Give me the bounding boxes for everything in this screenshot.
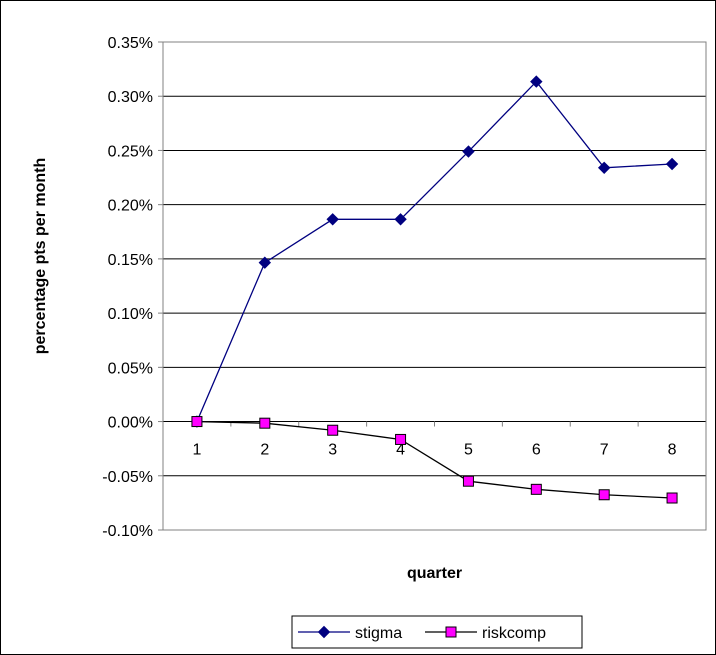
y-tick-label: 0.15% xyxy=(108,252,153,269)
data-point-stigma xyxy=(462,145,475,158)
data-point-riskcomp xyxy=(530,483,542,495)
legend-label-stigma: stigma xyxy=(355,625,402,642)
x-tick-label: 2 xyxy=(260,442,269,459)
series-lines xyxy=(196,80,673,499)
y-tick-label: 0.05% xyxy=(108,360,153,377)
legend-marker-riskcomp xyxy=(445,626,457,638)
y-tick-label: 0.00% xyxy=(108,415,153,432)
y-axis-ticks: 0.35% 0.30% 0.25% 0.20% 0.15% 0.10% 0.05% 0.00%… xyxy=(102,35,163,540)
series-markers xyxy=(190,75,679,504)
data-point-stigma xyxy=(258,256,272,269)
series-line-stigma xyxy=(196,80,673,422)
x-tick-label: 5 xyxy=(464,442,473,459)
y-tick-label: 0.30% xyxy=(108,89,153,106)
data-point-riskcomp xyxy=(666,492,678,504)
x-tick-label: 8 xyxy=(668,442,677,459)
data-point-stigma xyxy=(597,161,611,175)
data-point-stigma xyxy=(665,157,679,171)
series-line-riskcomp xyxy=(196,420,673,499)
legend-label-riskcomp: riskcomp xyxy=(482,625,546,642)
y-axis-title: percentage pts per month xyxy=(32,158,49,354)
plot-area xyxy=(162,41,707,531)
x-tick-label: 6 xyxy=(532,442,541,459)
gridlines xyxy=(163,41,706,531)
data-point-riskcomp xyxy=(462,475,474,487)
data-point-riskcomp xyxy=(327,424,339,436)
data-point-riskcomp xyxy=(191,416,203,428)
x-tick-label: 4 xyxy=(396,442,405,459)
y-tick-label: 0.35% xyxy=(108,35,153,52)
y-tick-label: 0.20% xyxy=(108,198,153,215)
x-axis-title: quarter xyxy=(407,565,462,582)
legend-marker-stigma xyxy=(317,625,331,639)
y-tick-label: -0.10% xyxy=(102,523,153,540)
y-tick-label: 0.10% xyxy=(108,306,153,323)
data-point-stigma xyxy=(326,213,339,226)
data-point-riskcomp xyxy=(598,489,610,501)
y-tick-label: -0.05% xyxy=(102,469,153,486)
x-axis-ticks: 1 2 3 4 5 6 7 8 xyxy=(162,421,677,459)
x-tick-label: 7 xyxy=(600,442,609,459)
data-point-stigma xyxy=(530,75,543,88)
data-point-stigma xyxy=(394,213,407,226)
legend: stigma riskcomp xyxy=(291,615,583,649)
y-tick-label: 0.25% xyxy=(108,143,153,160)
x-tick-label: 3 xyxy=(328,442,337,459)
x-tick-label: 1 xyxy=(192,442,201,459)
data-point-riskcomp xyxy=(259,417,271,429)
data-point-riskcomp xyxy=(395,433,407,445)
